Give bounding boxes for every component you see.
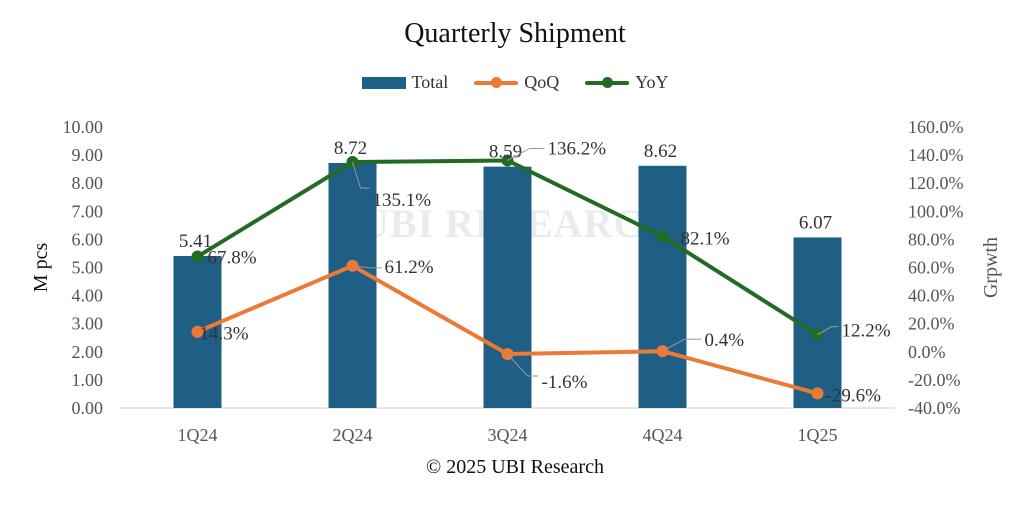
y-tick-label: 0.00 — [72, 398, 104, 418]
legend-label-yoy: YoY — [635, 72, 669, 92]
y-tick-label: 5.00 — [72, 258, 104, 278]
y2-tick-label: 40.0% — [908, 286, 955, 306]
legend-item-total: Total — [361, 72, 449, 93]
qoq-leader-line — [507, 353, 539, 377]
copyright-footer: © 2025 UBI Research — [426, 456, 604, 478]
y-tick-label: 6.00 — [72, 229, 104, 249]
bar-total — [483, 166, 532, 408]
yoy-data-label: 67.8% — [208, 248, 257, 269]
x-tick-label: 3Q24 — [488, 425, 528, 445]
y2-axis-title: Grpwth — [980, 237, 1002, 298]
y-tick-label: 8.00 — [72, 173, 104, 193]
yoy-data-label: 136.2% — [548, 138, 607, 159]
y2-tick-label: -40.0% — [908, 398, 961, 418]
x-tick-label: 1Q25 — [798, 425, 838, 445]
legend: Total QoQ YoY — [0, 72, 1030, 93]
qoq-point — [811, 387, 824, 400]
qoq-data-label: 0.4% — [705, 330, 745, 351]
x-tick-label: 2Q24 — [333, 425, 373, 445]
legend-swatch-yoy — [585, 76, 630, 88]
bar-total — [328, 162, 377, 408]
yoy-leader-line — [507, 147, 545, 161]
qoq-data-label: -29.6% — [826, 385, 882, 406]
qoq-data-label: 61.2% — [385, 257, 434, 278]
yoy-leader-line — [817, 326, 839, 336]
bar-data-label: 5.41 — [179, 231, 212, 252]
yoy-point — [191, 250, 204, 263]
y-tick-label: 3.00 — [72, 314, 104, 334]
legend-swatch-total — [361, 76, 406, 89]
legend-swatch-qoq — [474, 76, 519, 88]
y2-tick-label: 60.0% — [908, 258, 955, 278]
legend-item-yoy: YoY — [585, 72, 668, 93]
y-tick-label: 2.00 — [72, 342, 104, 362]
y2-tick-label: -20.0% — [908, 370, 961, 390]
y2-tick-label: 100.0% — [908, 201, 964, 221]
qoq-data-label: 14.3% — [200, 324, 249, 345]
legend-label-qoq: QoQ — [524, 72, 560, 92]
bar-data-label: 6.07 — [799, 212, 832, 233]
y-tick-label: 10.00 — [63, 117, 104, 137]
y2-tick-label: 0.0% — [908, 342, 946, 362]
legend-label-total: Total — [411, 72, 449, 92]
yoy-data-label: 12.2% — [842, 321, 891, 342]
x-tick-label: 4Q24 — [643, 425, 683, 445]
y2-tick-label: 80.0% — [908, 229, 955, 249]
chart-title: Quarterly Shipment — [404, 18, 626, 49]
bar-data-label: 8.62 — [644, 141, 677, 162]
y2-tick-label: 20.0% — [908, 314, 955, 334]
y-tick-label: 1.00 — [72, 370, 104, 390]
qoq-leader-line — [352, 265, 382, 269]
qoq-leader-line — [662, 338, 702, 352]
qoq-data-label: -1.6% — [542, 372, 588, 393]
y-tick-label: 9.00 — [72, 145, 104, 165]
qoq-point — [191, 325, 204, 338]
y-axis-title: M pcs — [30, 243, 52, 293]
yoy-leader-line — [352, 161, 370, 189]
bar-data-label: 8.59 — [489, 142, 522, 163]
bar-data-label: 8.72 — [334, 138, 367, 159]
y-tick-label: 4.00 — [72, 286, 104, 306]
legend-item-qoq: QoQ — [474, 72, 559, 93]
yoy-point — [656, 230, 669, 243]
yoy-data-label: 82.1% — [681, 228, 730, 249]
x-tick-label: 1Q24 — [178, 425, 218, 445]
y2-tick-label: 120.0% — [908, 173, 964, 193]
yoy-data-label: 135.1% — [373, 190, 432, 211]
bar-total — [638, 165, 687, 408]
y-tick-label: 7.00 — [72, 201, 104, 221]
y2-tick-label: 140.0% — [908, 145, 964, 165]
y2-tick-label: 160.0% — [908, 117, 964, 137]
